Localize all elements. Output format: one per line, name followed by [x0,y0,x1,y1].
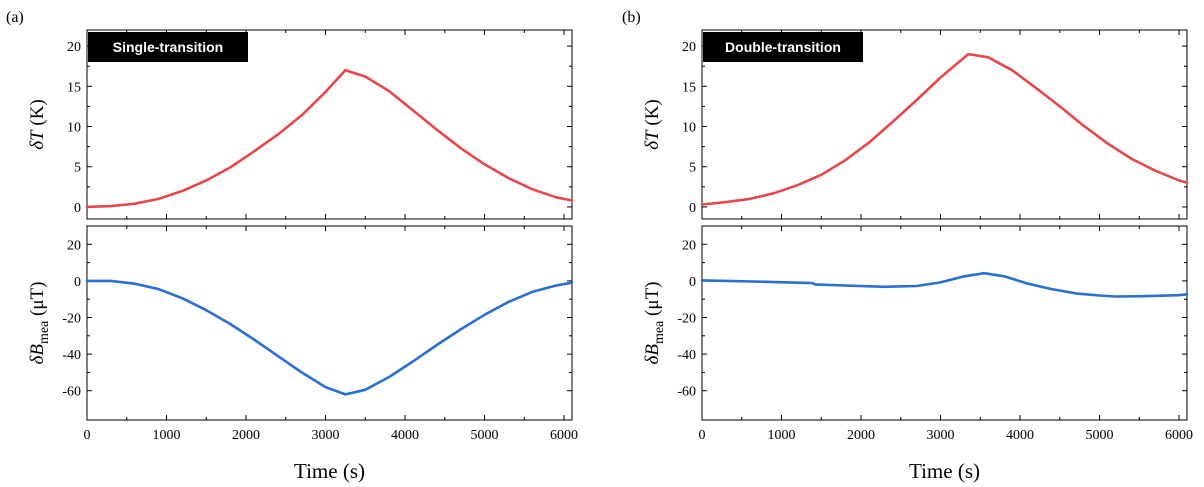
plot-frame [702,226,1187,420]
x-tick-label: 3000 [312,428,340,443]
y-tick-label: 0 [74,201,81,216]
y-axis-label-temperature: δT (K) [27,99,48,150]
y-tick-label: 0 [689,275,696,290]
badge-label: Single-transition [113,39,223,55]
bottom-subplot: 20 0 -20 -40 -60 0 1000 2000 3000 4000 5000 6000 δBm… [642,226,1193,443]
x-tick-label: 0 [699,428,706,443]
temperature-series-line [702,54,1187,204]
panel-a: (a) 0 5 10 15 20 δT (K) 20 0 -20 -40 -60 0 1000 2000 30… [6,9,578,483]
y-tick-label: 15 [67,80,81,95]
field-series-line [87,281,572,395]
x-axis-label: Time (s) [294,459,365,483]
y-axis-label-temperature: δT (K) [642,99,663,150]
x-tick-label: 6000 [550,428,578,443]
x-tick-label: 1000 [768,428,796,443]
y-tick-label: 15 [682,80,696,95]
y-tick-label: -40 [62,348,81,363]
x-tick-label: 4000 [391,428,419,443]
transition-badge: Single-transition [88,32,248,62]
y-tick-label: -20 [62,312,81,327]
temperature-series-line [87,70,572,207]
y-tick-label: 20 [67,40,81,55]
y-tick-label: 10 [682,121,696,136]
y-tick-label: 5 [689,161,696,176]
y-tick-label: 5 [74,161,81,176]
x-tick-label: 6000 [1165,428,1193,443]
y-tick-label: 20 [682,238,696,253]
panel-label: (a) [6,9,24,26]
y-tick-label: -40 [677,348,696,363]
y-tick-label: 20 [682,40,696,55]
y-tick-label: 20 [67,238,81,253]
y-axis-label-field: δBmea (μT) [642,282,667,365]
panel-b: (b) 0 5 10 15 20 δT (K) 20 0 -20 -40 -60 0 1000 2000 30… [622,9,1193,483]
x-tick-label: 2000 [232,428,260,443]
y-tick-label: -60 [677,385,696,400]
x-tick-label: 5000 [471,428,499,443]
x-tick-label: 3000 [927,428,955,443]
x-tick-label: 2000 [847,428,875,443]
transition-badge: Double-transition [703,32,863,62]
x-tick-label: 4000 [1006,428,1034,443]
field-series-line [702,273,1187,296]
y-tick-label: 10 [67,121,81,136]
x-tick-label: 0 [84,428,91,443]
x-tick-label: 1000 [153,428,181,443]
bottom-subplot: 20 0 -20 -40 -60 0 1000 2000 3000 4000 5000 6000 δBm… [27,226,578,443]
x-tick-label: 5000 [1086,428,1114,443]
plot-frame [87,226,572,420]
y-axis-label-field: δBmea (μT) [27,282,52,365]
x-axis-label: Time (s) [909,459,980,483]
y-tick-label: 0 [689,201,696,216]
panel-label: (b) [622,9,641,26]
badge-label: Double-transition [725,39,841,55]
y-tick-label: -20 [677,312,696,327]
y-tick-label: 0 [74,275,81,290]
y-tick-label: -60 [62,385,81,400]
